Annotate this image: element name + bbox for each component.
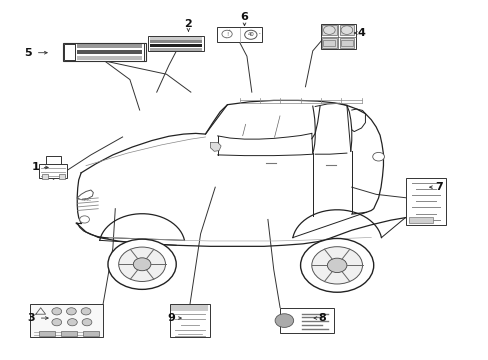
Bar (150, 40, 202, 43)
Text: 2: 2 (184, 19, 192, 29)
Bar (280, 309, 333, 333)
Bar (59, 175, 64, 179)
Bar (323, 40, 334, 46)
Circle shape (52, 319, 61, 326)
Text: ₉₀: ₉₀ (258, 31, 261, 35)
Text: 40: 40 (247, 32, 254, 37)
Text: 7: 7 (435, 182, 443, 192)
Circle shape (119, 247, 165, 282)
Text: 5: 5 (23, 48, 31, 58)
Circle shape (300, 238, 373, 292)
Bar (45, 156, 61, 166)
Bar (148, 36, 204, 51)
Bar (64, 44, 75, 60)
Text: GMC: GMC (82, 198, 92, 202)
Bar (217, 27, 262, 42)
Bar (63, 43, 146, 61)
Bar (42, 175, 48, 179)
Bar (150, 48, 202, 51)
Bar (77, 44, 142, 48)
Circle shape (323, 26, 334, 35)
Circle shape (222, 30, 232, 38)
Text: 1: 1 (32, 162, 40, 172)
Circle shape (108, 239, 176, 289)
Circle shape (52, 308, 61, 315)
Bar (406, 178, 446, 225)
Circle shape (133, 258, 151, 271)
Bar (150, 37, 202, 40)
Circle shape (81, 308, 91, 315)
Bar (322, 25, 336, 36)
Text: 3: 3 (27, 313, 35, 323)
Circle shape (66, 308, 76, 315)
Bar (39, 164, 67, 178)
Circle shape (244, 30, 257, 39)
Bar (408, 217, 432, 223)
Circle shape (311, 247, 362, 284)
Circle shape (340, 26, 352, 35)
Bar (169, 304, 209, 337)
Text: 9: 9 (167, 313, 175, 323)
Bar (77, 50, 142, 54)
Bar (39, 331, 55, 336)
Bar (339, 25, 353, 36)
Bar (150, 44, 202, 47)
Text: 8: 8 (318, 313, 325, 323)
Bar (77, 56, 142, 60)
Circle shape (327, 258, 346, 273)
Bar (30, 304, 103, 337)
Circle shape (80, 216, 89, 223)
Circle shape (275, 314, 293, 327)
Bar (75, 43, 143, 61)
Bar (82, 331, 99, 336)
Circle shape (372, 152, 384, 161)
Text: 4: 4 (357, 28, 365, 38)
Circle shape (82, 319, 92, 326)
Bar (340, 40, 352, 46)
Bar (322, 38, 336, 48)
Polygon shape (210, 142, 221, 151)
Circle shape (67, 319, 77, 326)
Text: 6: 6 (240, 12, 248, 22)
Bar (339, 38, 353, 48)
Bar (171, 305, 208, 311)
Bar (61, 331, 77, 336)
Text: !: ! (225, 32, 228, 36)
Bar (320, 24, 355, 49)
